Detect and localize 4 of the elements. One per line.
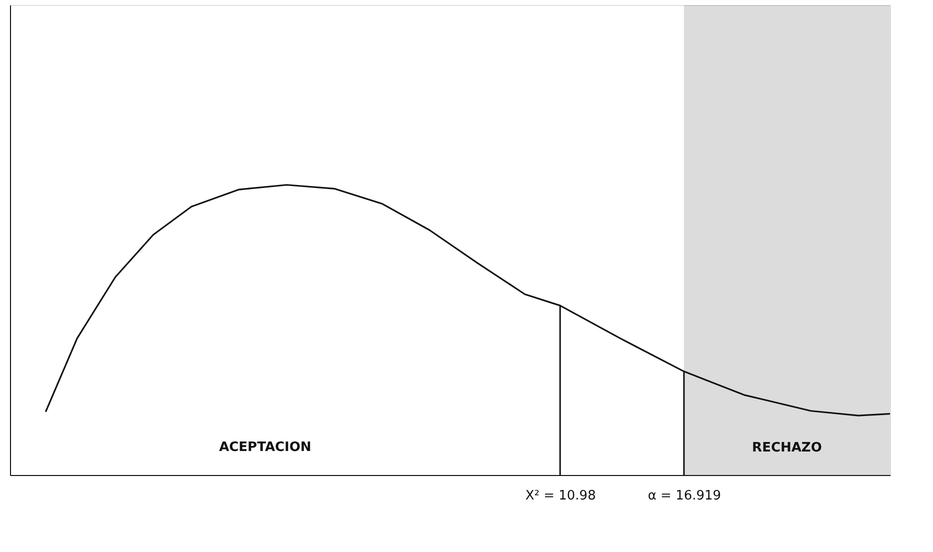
annotation: ACEPTACION: [219, 440, 312, 455]
x-tick-label: α = 16.919: [648, 488, 722, 504]
x-tick-label: X² = 10.98: [525, 488, 596, 504]
band-label: RECHAZO: [752, 440, 822, 456]
